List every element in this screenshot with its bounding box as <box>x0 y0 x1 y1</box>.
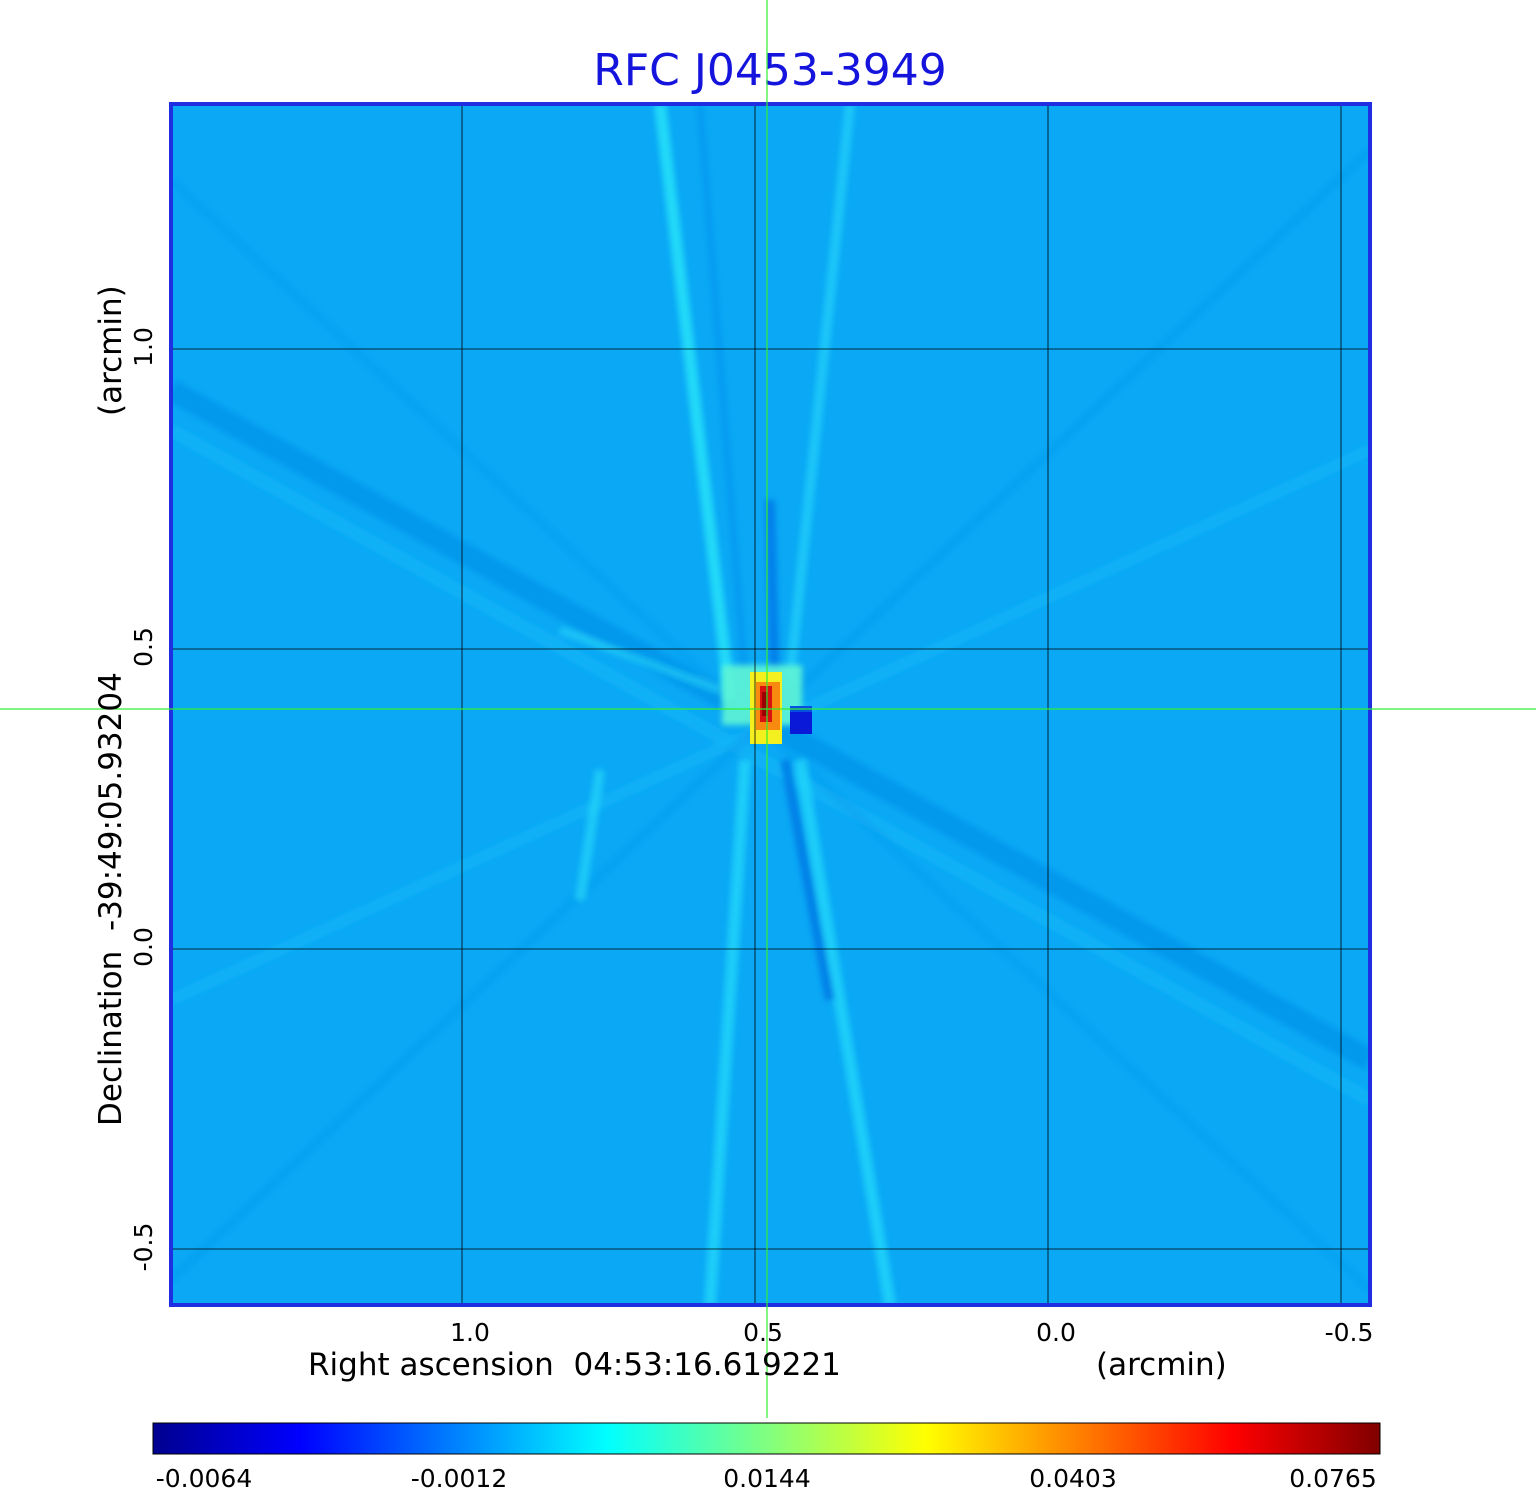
y-axis-unit: (arcmin) <box>93 285 129 416</box>
colorbar-tick-label: 0.0144 <box>723 1464 810 1493</box>
x-axis-unit: (arcmin) <box>1096 1347 1227 1383</box>
sidelobe-ridge <box>697 104 748 681</box>
sidelobe-ridge <box>785 104 855 681</box>
colorbar <box>152 1422 1381 1455</box>
x-tick-labels: 1.0 0.5 0.0 -0.5 <box>450 1318 1373 1347</box>
y-tick-label: 0.0 <box>129 927 158 967</box>
sidelobe-ridge <box>780 759 835 1001</box>
grid-lines <box>171 104 1370 1305</box>
chart-title: RFC J0453-3949 <box>593 45 946 96</box>
y-tick-label: 0.5 <box>129 627 158 667</box>
colorbar-tick-label: 0.0765 <box>1289 1464 1376 1493</box>
core-peak <box>762 692 768 716</box>
sidelobe-ridge <box>794 759 896 1305</box>
sidelobe-ridge <box>704 759 751 1305</box>
sidelobe-ridge <box>654 104 736 701</box>
y-tick-label: -0.5 <box>129 1223 158 1272</box>
sidelobe-ridge <box>765 499 780 691</box>
negative-lobe <box>790 712 812 734</box>
colorbar-tick-label: 0.0403 <box>1029 1464 1116 1493</box>
colorbar-tick-label: -0.0064 <box>156 1464 253 1493</box>
x-tick-label: 0.5 <box>743 1318 783 1347</box>
x-tick-label: -0.5 <box>1325 1318 1374 1347</box>
x-axis-label: Right ascension 04:53:16.619221 <box>308 1347 841 1383</box>
y-axis-label: Declination -39:49:05.93204 <box>93 672 129 1126</box>
y-tick-labels: 1.0 0.5 0.0 -0.5 <box>129 327 158 1271</box>
colorbar-tick-label: -0.0012 <box>411 1464 508 1493</box>
y-tick-label: 1.0 <box>129 327 158 367</box>
x-tick-label: 1.0 <box>450 1318 490 1347</box>
x-tick-label: 0.0 <box>1036 1318 1076 1347</box>
sidelobe-ridge <box>575 769 605 901</box>
sidelobe-ridge <box>558 626 722 694</box>
colorbar-tick-labels: -0.0064 -0.0012 0.0144 0.0403 0.0765 <box>156 1464 1377 1493</box>
plot-frame <box>169 102 1372 1307</box>
sidelobe-streak <box>171 423 1370 1107</box>
